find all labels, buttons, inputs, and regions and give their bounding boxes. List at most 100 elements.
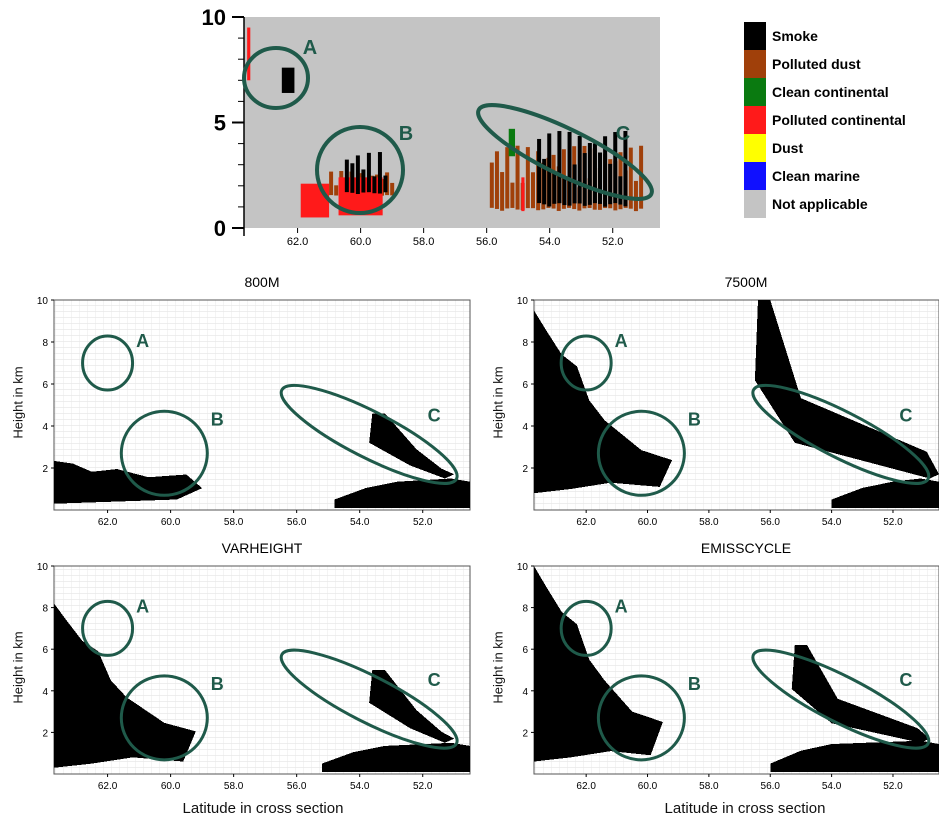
y-tick-label: 0 <box>214 216 226 241</box>
aerosol-cell-smoke <box>567 131 572 206</box>
legend-swatch <box>744 106 766 134</box>
y-tick-label: 8 <box>522 604 528 615</box>
y-tick-label: 6 <box>42 380 48 391</box>
y-tick-label: 10 <box>37 296 49 307</box>
y-axis-title: Height in km <box>10 631 26 704</box>
y-tick-label: 2 <box>42 728 48 739</box>
y-tick-label: 6 <box>522 645 528 656</box>
aerosol-cell-polluted-continental <box>521 177 525 212</box>
aerosol-plume-west-tower <box>54 603 196 768</box>
region-label-b: B <box>211 674 224 694</box>
region-label-a: A <box>303 37 317 59</box>
y-tick-label: 10 <box>517 296 529 307</box>
y-tick-label: 4 <box>42 422 48 433</box>
region-circle-c <box>476 103 654 201</box>
region-circle-c <box>279 648 459 750</box>
aerosol-cell-polluted-dust <box>334 185 339 196</box>
model-panel-emisscycle: 2 4 6 8 10 62.0 60.0 58.0 56.0 54.0 52.0 A B C <box>517 562 939 792</box>
legend-item-polluted-continental: Polluted continental <box>744 106 934 134</box>
y-tick-label: 2 <box>42 464 48 475</box>
legend-swatch <box>744 78 766 106</box>
region-label-b: B <box>688 409 701 429</box>
y-tick-label: 5 <box>214 111 226 136</box>
x-tick-label: 62.0 <box>98 781 118 792</box>
region-circle-a <box>81 334 135 392</box>
aerosol-cell-polluted-dust <box>390 182 395 196</box>
y-axis-title: Height in km <box>490 631 506 704</box>
aerosol-plume-ground-layer-east <box>770 740 939 772</box>
aerosol-cell-polluted-dust <box>639 145 644 209</box>
y-axis-title: Height in km <box>10 366 26 439</box>
region-label-b: B <box>688 674 701 694</box>
aerosol-cell-smoke <box>383 175 388 193</box>
x-tick-label: 56.0 <box>761 517 781 528</box>
aerosol-cell-smoke <box>350 163 355 193</box>
aerosol-plume-tilted-plume-C <box>369 413 455 479</box>
legend-label: Polluted dust <box>772 56 861 72</box>
region-circle-a <box>242 46 310 110</box>
legend-label: Polluted continental <box>772 112 906 128</box>
x-tick-label: 54.0 <box>539 236 560 248</box>
legend-label: Not applicable <box>772 196 868 212</box>
region-circle-b <box>596 674 686 762</box>
x-tick-label: 56.0 <box>287 781 307 792</box>
y-axis-title: Height in km <box>490 366 506 439</box>
x-tick-label: 54.0 <box>822 781 842 792</box>
aerosol-cell-polluted-continental <box>300 183 330 218</box>
x-tick-label: 60.0 <box>638 781 658 792</box>
region-label-a: A <box>615 596 628 616</box>
y-tick-label: 4 <box>42 687 48 698</box>
x-tick-label: 62.0 <box>98 517 118 528</box>
region-label-c: C <box>616 123 630 145</box>
region-circle-b <box>315 125 405 215</box>
region-label-b: B <box>211 409 224 429</box>
aerosol-cell-polluted-dust <box>628 147 633 209</box>
region-circle-c <box>279 383 459 485</box>
y-tick-label: 4 <box>522 422 528 433</box>
y-tick-label: 10 <box>517 562 529 573</box>
panel-title-varheight: VARHEIGHT <box>221 540 303 556</box>
aerosol-cell-smoke <box>281 67 295 93</box>
region-label-c: C <box>428 405 441 425</box>
x-axis-title: Latitude in cross section <box>664 800 826 817</box>
legend-item-polluted-dust: Polluted dust <box>744 50 934 78</box>
x-tick-label: 58.0 <box>699 781 719 792</box>
legend-label: Clean marine <box>772 168 860 184</box>
aerosol-cell-polluted-dust <box>329 171 334 196</box>
y-tick-label: 4 <box>522 687 528 698</box>
aerosol-cell-smoke <box>618 176 623 205</box>
aerosol-cell-polluted-dust <box>505 147 510 209</box>
model-panel-800m: 2 4 6 8 10 62.0 60.0 58.0 56.0 54.0 52.0 A B C <box>37 296 471 528</box>
aerosol-cell-smoke <box>542 158 547 205</box>
aerosol-cell-smoke <box>562 176 567 206</box>
region-circle-b <box>119 409 209 497</box>
region-label-c: C <box>428 670 441 690</box>
aerosol-cell-polluted-continental <box>247 27 251 81</box>
x-tick-label: 58.0 <box>224 781 244 792</box>
aerosol-cell-smoke <box>361 169 366 193</box>
x-tick-label: 58.0 <box>224 517 244 528</box>
aerosol-cell-smoke <box>587 143 592 205</box>
aerosol-plume-ground-layer-east <box>321 742 470 772</box>
region-label-b: B <box>399 123 413 145</box>
aerosol-cell-polluted-dust <box>489 162 494 208</box>
legend-swatch <box>744 162 766 190</box>
top-classification-panel: 0 5 10 62.0 60.0 58.0 56.0 54.0 52.0 A B C <box>202 5 660 248</box>
y-tick-label: 6 <box>522 380 528 391</box>
region-label-c: C <box>899 670 912 690</box>
aerosol-cell-polluted-dust <box>500 172 505 211</box>
x-tick-label: 58.0 <box>413 236 434 248</box>
region-label-c: C <box>899 405 912 425</box>
x-tick-label: 52.0 <box>602 236 623 248</box>
region-circle-b <box>119 674 209 762</box>
aerosol-cell-smoke <box>372 176 377 194</box>
aerosol-plume-ground-layer-east <box>334 478 470 508</box>
aerosol-cell-smoke <box>355 155 360 195</box>
model-panel-varheight: 2 4 6 8 10 62.0 60.0 58.0 56.0 54.0 52.0 A B C <box>37 562 471 792</box>
x-tick-label: 52.0 <box>413 517 433 528</box>
aerosol-plume-tilted-plume-C <box>754 300 939 479</box>
x-tick-label: 52.0 <box>883 781 903 792</box>
aerosol-cell-polluted-dust <box>515 145 520 210</box>
x-axis-title: Latitude in cross section <box>182 800 344 817</box>
aerosol-cell-smoke <box>613 132 618 204</box>
